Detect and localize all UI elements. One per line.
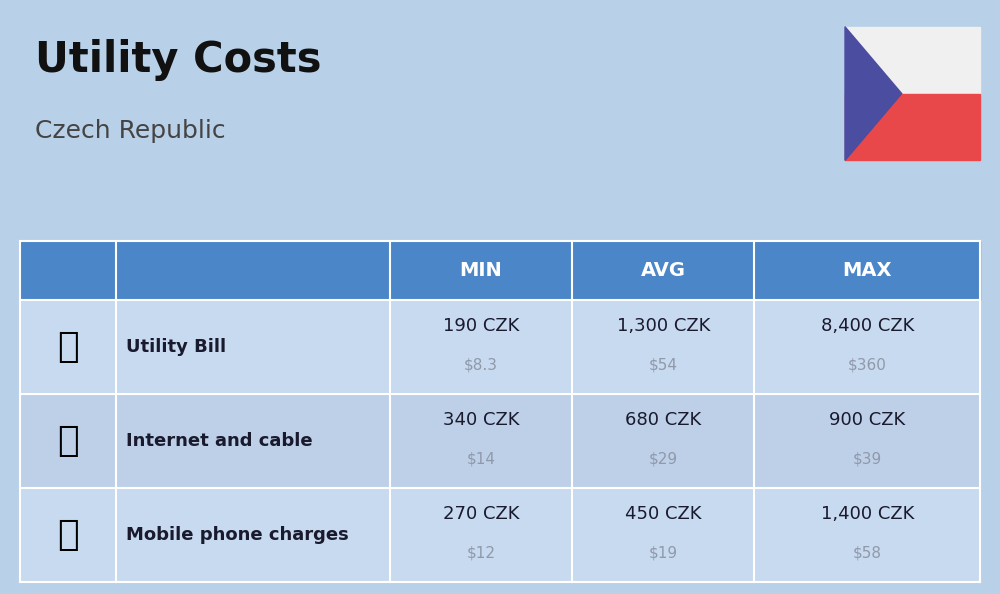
Text: 680 CZK: 680 CZK [625,411,701,429]
Text: MIN: MIN [459,261,502,280]
Text: 900 CZK: 900 CZK [829,411,905,429]
Text: Mobile phone charges: Mobile phone charges [126,526,349,544]
Text: $39: $39 [853,451,882,466]
Text: AVG: AVG [641,261,686,280]
Bar [20,394,980,488]
Text: 1,400 CZK: 1,400 CZK [821,505,914,523]
Bar [845,93,980,160]
Polygon shape [845,27,902,160]
Text: 1,300 CZK: 1,300 CZK [617,317,710,335]
Text: 270 CZK: 270 CZK [443,505,519,523]
Text: Internet and cable: Internet and cable [126,432,312,450]
Text: $360: $360 [848,358,887,372]
Bar [845,27,980,94]
Text: 450 CZK: 450 CZK [625,505,701,523]
Text: 📱: 📱 [57,518,79,552]
Text: 340 CZK: 340 CZK [443,411,519,429]
Text: $54: $54 [649,358,678,372]
Text: Utility Costs: Utility Costs [35,39,322,81]
Text: $29: $29 [649,451,678,466]
Text: 190 CZK: 190 CZK [443,317,519,335]
Text: MAX: MAX [842,261,892,280]
Text: 🛠: 🛠 [57,330,79,364]
Text: Czech Republic: Czech Republic [35,119,226,143]
Text: $19: $19 [649,545,678,560]
Bar [20,241,980,300]
Text: $12: $12 [466,545,495,560]
Text: 8,400 CZK: 8,400 CZK [821,317,914,335]
Text: 📶: 📶 [57,424,79,458]
Text: Utility Bill: Utility Bill [126,338,226,356]
Text: $14: $14 [466,451,495,466]
Bar [20,488,980,582]
Text: $58: $58 [853,545,882,560]
Bar [20,300,980,394]
Text: $8.3: $8.3 [464,358,498,372]
